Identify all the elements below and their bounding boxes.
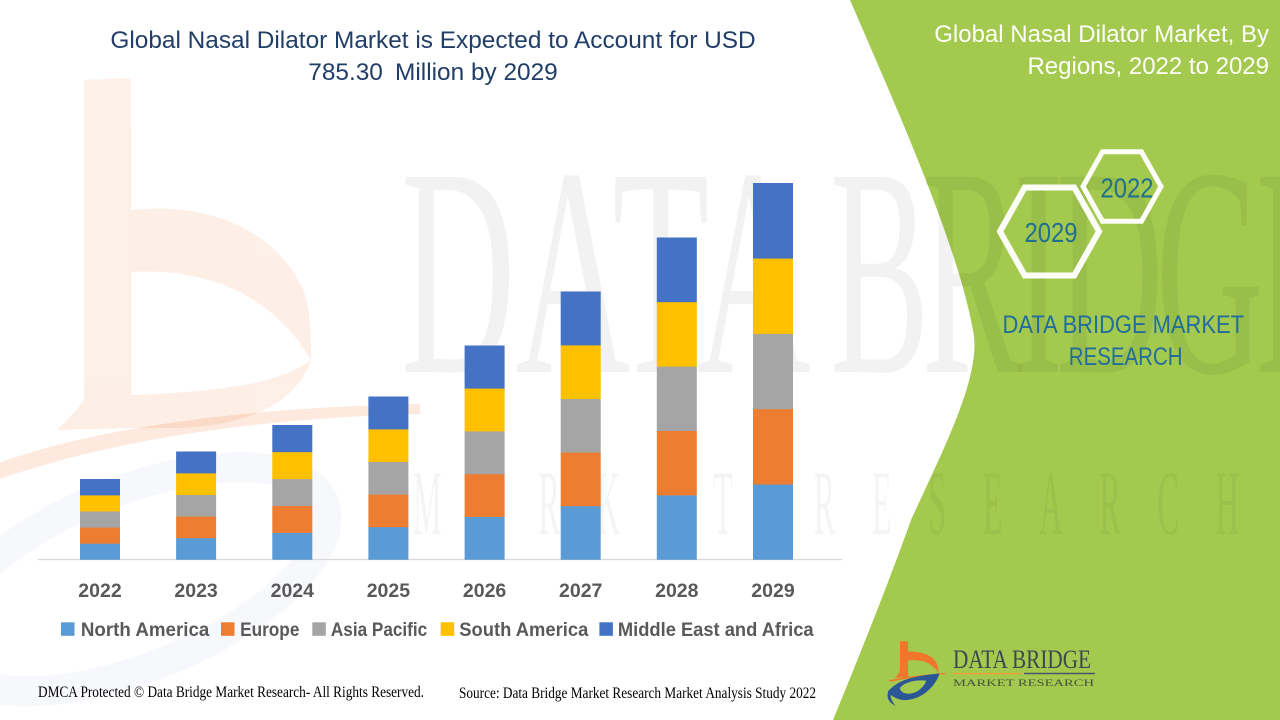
svg-text:RESEARCH: RESEARCH (1069, 343, 1183, 371)
svg-text:2022: 2022 (1101, 173, 1154, 204)
svg-text:2027: 2027 (559, 580, 602, 602)
svg-text:785.30 Million by 2029: 785.30 Million by 2029 (308, 59, 558, 86)
svg-text:Global Nasal Dilator Market is: Global Nasal Dilator Market is Expected … (110, 27, 755, 54)
svg-text:BRIDGE: BRIDGE (830, 106, 1280, 436)
svg-text:Regions, 2022 to 2029: Regions, 2022 to 2029 (1027, 53, 1269, 80)
svg-text:MARKET RESEARCH: MARKET RESEARCH (413, 453, 1276, 554)
svg-text:DATA: DATA (401, 106, 811, 437)
svg-text:North America: North America (81, 620, 210, 641)
svg-text:DATA BRIDGE: DATA BRIDGE (953, 645, 1091, 674)
svg-text:Source: Data Bridge Market Res: Source: Data Bridge Market Research Mark… (459, 685, 816, 702)
svg-text:2023: 2023 (174, 580, 218, 602)
svg-text:DMCA Protected © Data Bridge M: DMCA Protected © Data Bridge Market Rese… (38, 684, 424, 701)
svg-text:2029: 2029 (751, 580, 795, 602)
svg-text:Asia Pacific: Asia Pacific (331, 620, 428, 641)
svg-text:2026: 2026 (463, 580, 507, 602)
svg-text:South America: South America (459, 620, 588, 641)
svg-text:2024: 2024 (271, 580, 315, 602)
svg-text:2025: 2025 (367, 580, 411, 602)
svg-text:Global Nasal Dilator Market, B: Global Nasal Dilator Market, By (934, 21, 1269, 48)
svg-text:Middle East and Africa: Middle East and Africa (618, 620, 814, 641)
svg-text:2022: 2022 (78, 580, 122, 602)
svg-text:Europe: Europe (240, 620, 299, 641)
svg-text:2029: 2029 (1025, 217, 1078, 248)
svg-text:2028: 2028 (655, 580, 699, 602)
svg-text:DATA BRIDGE MARKET: DATA BRIDGE MARKET (1003, 311, 1245, 339)
svg-text:MARKET RESEARCH: MARKET RESEARCH (953, 679, 1094, 689)
